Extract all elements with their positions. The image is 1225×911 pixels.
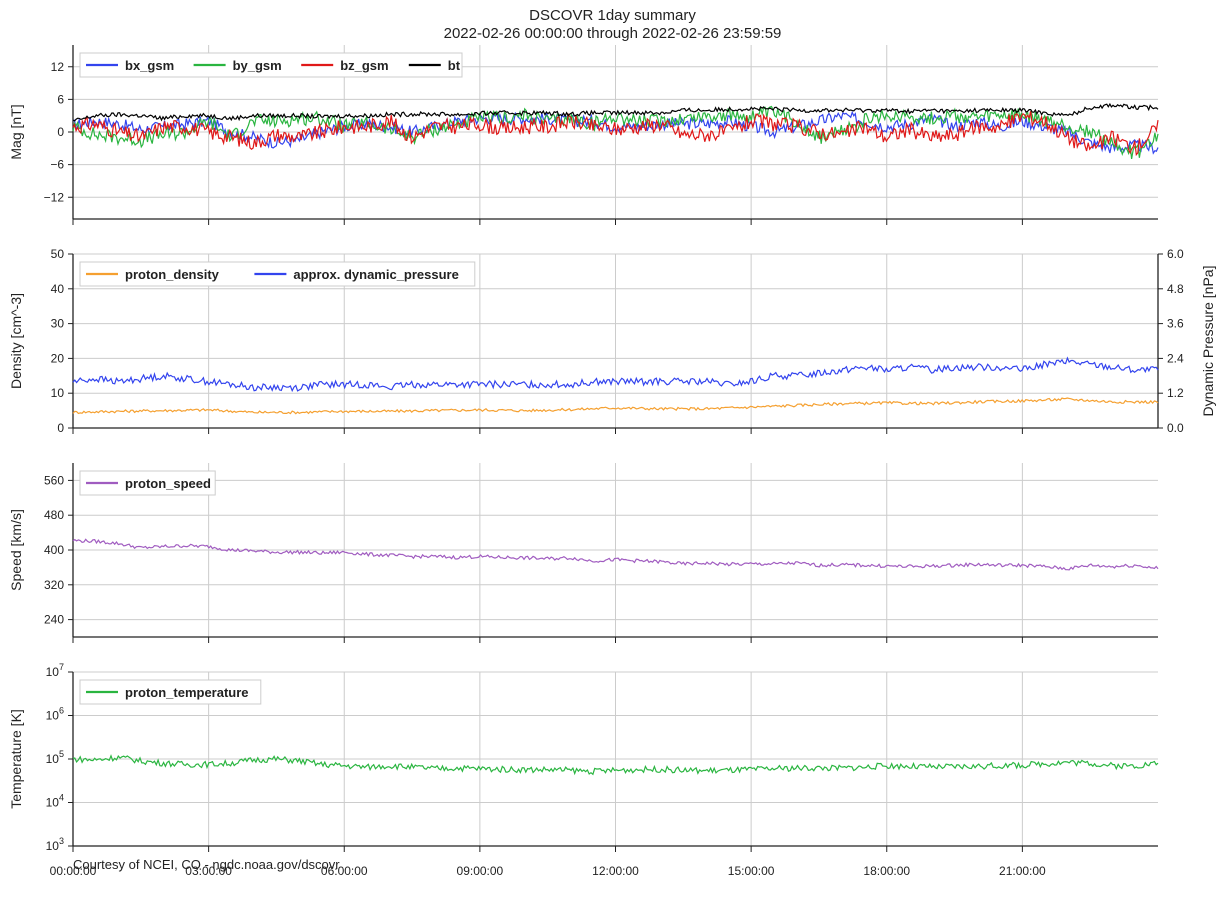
x-tick-label: 15:00:00	[728, 864, 775, 878]
panel-density: 0 10 20 30 40 50 0.0 1.2 2.4 3.6 4.8 6.0 Dynamic Pre…	[8, 247, 1216, 435]
y-tick-base: 10	[46, 665, 60, 679]
y2-axis-label: Dynamic Pressure [nPa]	[1200, 266, 1216, 417]
x-tick-label: 18:00:00	[863, 864, 910, 878]
y-axis-label: Temperature [K]	[8, 709, 24, 809]
x-tick-label: 06:00:00	[321, 864, 368, 878]
y-tick-exponent: 5	[59, 749, 64, 759]
y-tick-label: 107	[46, 662, 64, 679]
series-approx-dynamic-pressure	[72, 356, 1159, 393]
legend-label: proton_temperature	[125, 685, 249, 700]
legend: proton_speed	[79, 470, 216, 496]
y2-tick-label: 3.6	[1167, 317, 1184, 331]
y-tick-label: 560	[44, 473, 64, 487]
y-tick-label: 30	[51, 317, 65, 331]
panel-speed: 240 320 400 480 560 Speed [km/s] proton_speed	[8, 463, 1159, 643]
x-tick-label: 03:00:00	[185, 864, 232, 878]
y-tick-label: 0	[57, 421, 64, 435]
y2-tick-label: 4.8	[1167, 282, 1184, 296]
y2-tick-label: 2.4	[1167, 351, 1184, 365]
y-tick-label: 400	[44, 543, 64, 557]
legend-label: bt	[448, 58, 461, 73]
x-tick-label: 12:00:00	[592, 864, 639, 878]
y-tick-label: 480	[44, 508, 64, 522]
y-tick-base: 10	[46, 839, 60, 853]
y-tick-label: 106	[46, 706, 64, 723]
y-tick-exponent: 7	[59, 662, 64, 672]
y2-tick-label: 0.0	[1167, 421, 1184, 435]
chart-subtitle: 2022-02-26 00:00:00 through 2022-02-26 2…	[443, 25, 782, 42]
y-tick-label: 6	[57, 92, 64, 106]
series-bz-gsm	[72, 111, 1159, 157]
y-tick-label: 320	[44, 578, 64, 592]
y-tick-base: 10	[46, 709, 60, 723]
y-tick-label: −6	[50, 158, 64, 172]
y-tick-exponent: 4	[59, 793, 64, 803]
y-axis-label: Speed [km/s]	[8, 509, 24, 591]
series-proton-temperature	[72, 754, 1159, 776]
y-tick-label: 40	[51, 282, 65, 296]
series-by-gsm	[72, 105, 1159, 160]
y-tick-label: 240	[44, 613, 64, 627]
legend-label: proton_speed	[125, 476, 211, 491]
legend-box	[79, 52, 463, 78]
y-tick-label: 10	[51, 386, 65, 400]
legend: proton_density approx. dynamic_pressure	[79, 261, 476, 287]
series-bt	[72, 102, 1159, 122]
y-tick-exponent: 3	[59, 836, 64, 846]
x-tick-label: 21:00:00	[999, 864, 1046, 878]
y-tick-base: 10	[46, 796, 60, 810]
series-proton-speed	[72, 538, 1159, 571]
y-tick-label: −12	[44, 190, 65, 204]
legend-label: by_gsm	[233, 58, 282, 73]
legend-label: bx_gsm	[125, 58, 174, 73]
chart-title: DSCOVR 1day summary	[529, 7, 696, 24]
legend-label: proton_density	[125, 267, 220, 282]
legend-label: bz_gsm	[340, 58, 388, 73]
footer-credit: Courtesy of NCEI, CO - ngdc.noaa.gov/dsc…	[73, 857, 340, 872]
y-tick-label: 50	[51, 247, 65, 261]
y-tick-label: 20	[51, 351, 65, 365]
y2-tick-label: 6.0	[1167, 247, 1184, 261]
y-tick-base: 10	[46, 752, 60, 766]
y-tick-label: 0	[57, 125, 64, 139]
y-tick-label: 103	[46, 836, 64, 853]
y-tick-label: 104	[46, 793, 64, 810]
y-axis-label: Mag [nT]	[8, 104, 24, 159]
y-tick-label: 12	[51, 60, 65, 74]
y-axis-label: Density [cm^-3]	[8, 293, 24, 389]
panel-mag: 12 6 0 −6 −12 Mag [nT] bx_gsm by_gsm bz_gsm bt	[8, 45, 1159, 225]
x-tick-label: 00:00:00	[50, 864, 97, 878]
x-tick-label: 09:00:00	[457, 864, 504, 878]
legend: bx_gsm by_gsm bz_gsm bt	[79, 52, 463, 78]
y-tick-label: 105	[46, 749, 64, 766]
y2-tick-label: 1.2	[1167, 386, 1184, 400]
series-proton-density	[72, 397, 1159, 415]
legend: proton_temperature	[79, 679, 262, 705]
y-tick-exponent: 6	[59, 706, 64, 716]
legend-label: approx. dynamic_pressure	[293, 267, 458, 282]
